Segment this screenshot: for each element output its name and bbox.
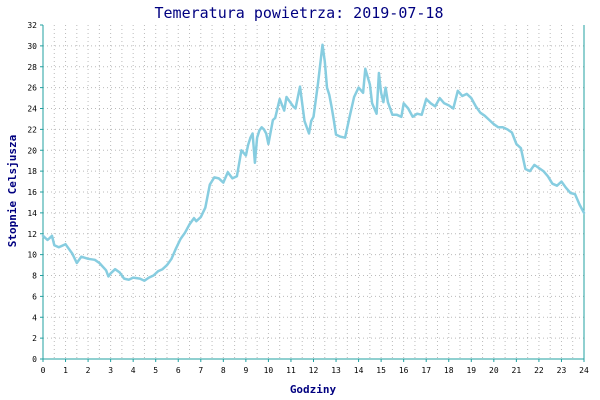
x-tick-label: 12 (309, 366, 319, 375)
x-tick-label: 14 (354, 366, 364, 375)
series-layer (41, 43, 586, 282)
x-tick-label: 15 (376, 366, 386, 375)
x-tick-labels: 0 1 2 3 4 5 6 7 8 9 10 11 12 13 14 15 16 17 18 19 20 21 22 23 24 (41, 366, 589, 375)
y-tick-label: 28 (27, 63, 37, 72)
x-tick-label: 23 (557, 366, 567, 375)
y-tick-label: 6 (32, 292, 37, 301)
x-tick-label: 16 (399, 366, 409, 375)
x-tick-label: 13 (331, 366, 341, 375)
x-tick-label: 10 (264, 366, 274, 375)
x-tick-label: 1 (63, 366, 68, 375)
y-tick-label: 4 (32, 313, 37, 322)
chart-title: Temeratura powietrza: 2019-07-18 (155, 4, 444, 22)
x-tick-label: 21 (512, 366, 522, 375)
x-tick-label: 4 (131, 366, 136, 375)
y-tick-label: 8 (32, 272, 37, 281)
y-tick-label: 26 (27, 84, 37, 93)
y-tick-label: 30 (27, 42, 37, 51)
y-tick-label: 20 (27, 146, 37, 155)
x-tick-label: 2 (86, 366, 91, 375)
y-tick-label: 18 (27, 167, 37, 176)
x-tick-label: 6 (176, 366, 181, 375)
x-tick-label: 9 (243, 366, 248, 375)
y-tick-label: 12 (27, 230, 37, 239)
y-tick-label: 16 (27, 188, 37, 197)
y-tick-label: 22 (27, 125, 37, 134)
y-tick-label: 14 (27, 209, 37, 218)
x-tick-label: 22 (534, 366, 544, 375)
x-tick-label: 5 (153, 366, 158, 375)
axes (40, 24, 585, 362)
y-tick-label: 2 (32, 334, 37, 343)
x-tick-label: 11 (286, 366, 296, 375)
x-tick-label: 8 (221, 366, 226, 375)
y-tick-label: 10 (27, 251, 37, 260)
y-tick-label: 24 (27, 105, 37, 114)
x-tick-label: 3 (108, 366, 113, 375)
x-tick-label: 20 (489, 366, 499, 375)
y-axis-title: Stopnie Celsjusza (6, 135, 19, 248)
x-tick-label: 17 (421, 366, 431, 375)
x-tick-label: 7 (198, 366, 203, 375)
x-axis-title: Godziny (290, 383, 337, 396)
x-tick-label: 0 (41, 366, 46, 375)
x-tick-label: 24 (579, 366, 589, 375)
y-tick-label: 32 (27, 21, 37, 30)
x-tick-label: 18 (444, 366, 454, 375)
y-tick-label: 0 (32, 355, 37, 364)
grid (43, 25, 584, 359)
x-tick-label: 19 (466, 366, 476, 375)
series-line-0 (41, 43, 586, 282)
